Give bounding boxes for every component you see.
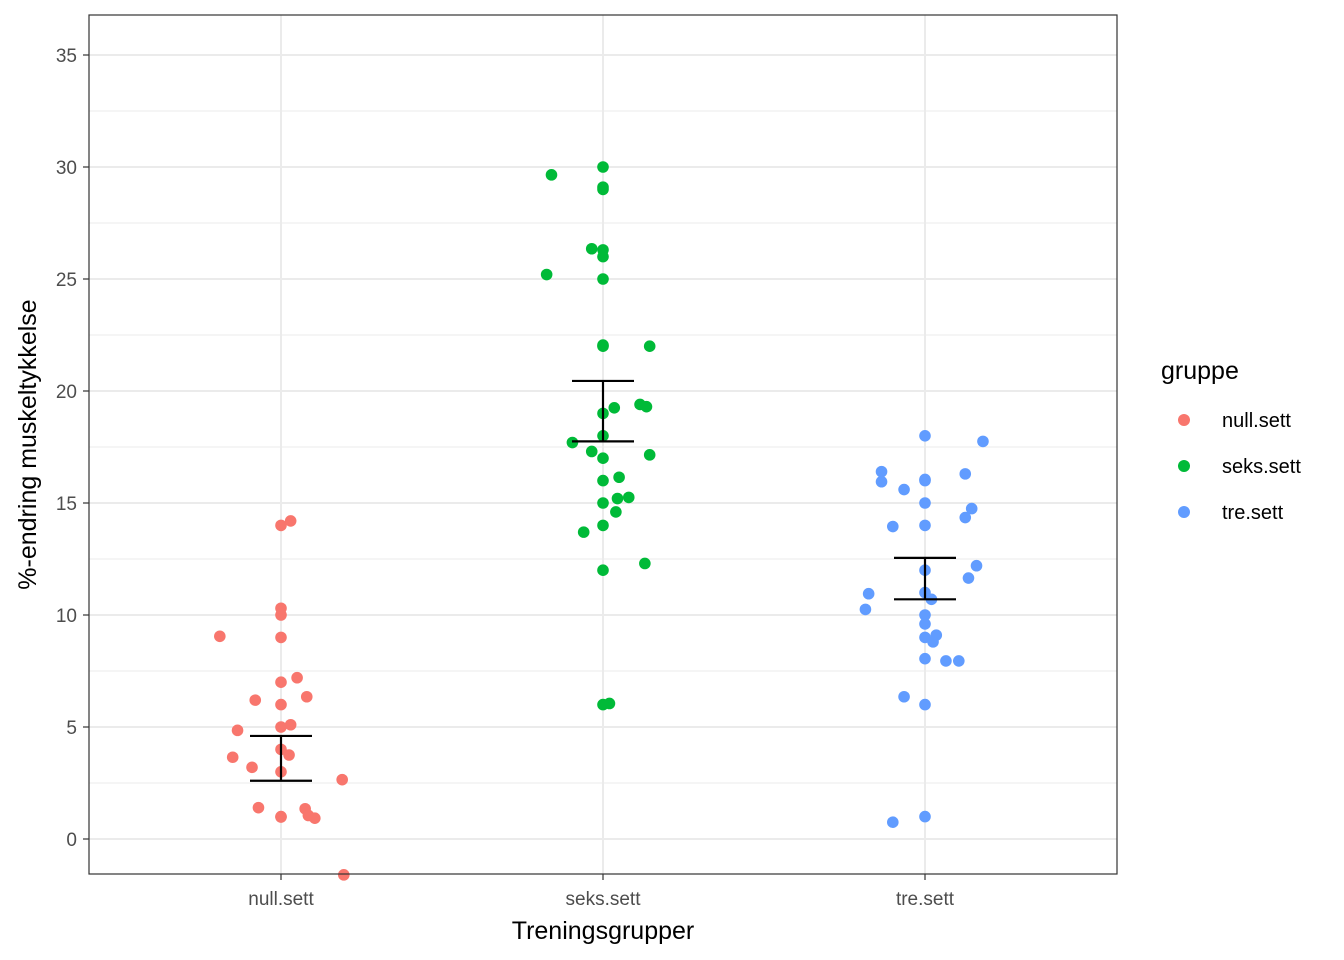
data-point-tre.sett <box>963 572 975 584</box>
data-point-null.sett <box>275 699 287 711</box>
data-point-seks.sett <box>597 497 609 509</box>
data-point-tre.sett <box>876 476 888 488</box>
data-point-tre.sett <box>860 604 872 616</box>
data-point-tre.sett <box>863 588 875 600</box>
data-point-seks.sett <box>613 471 625 483</box>
data-point-seks.sett <box>623 492 635 504</box>
data-point-seks.sett <box>644 449 656 461</box>
data-point-tre.sett <box>919 811 931 823</box>
data-point-seks.sett <box>641 401 653 413</box>
y-tick-label: 30 <box>56 158 77 179</box>
data-point-tre.sett <box>919 430 931 442</box>
data-point-tre.sett <box>977 436 989 448</box>
y-tick-label: 35 <box>56 46 77 67</box>
data-point-seks.sett <box>597 340 609 352</box>
legend-key-tre.sett <box>1178 506 1190 518</box>
data-point-seks.sett <box>610 506 622 518</box>
data-point-tre.sett <box>919 475 931 487</box>
data-point-tre.sett <box>887 816 899 828</box>
data-point-null.sett <box>275 721 287 733</box>
data-point-null.sett <box>338 869 350 881</box>
data-point-tre.sett <box>876 466 888 478</box>
data-point-seks.sett <box>597 564 609 576</box>
data-point-null.sett <box>232 725 244 737</box>
y-tick-label: 15 <box>56 494 77 515</box>
data-point-tre.sett <box>919 653 931 665</box>
data-point-tre.sett <box>953 655 965 667</box>
data-point-tre.sett <box>919 618 931 630</box>
data-point-seks.sett <box>586 243 598 255</box>
data-point-tre.sett <box>898 484 910 496</box>
data-point-null.sett <box>249 694 261 706</box>
data-point-null.sett <box>336 774 348 786</box>
data-point-seks.sett <box>597 699 609 711</box>
legend-label-tre.sett: tre.sett <box>1222 502 1284 524</box>
data-point-tre.sett <box>919 497 931 509</box>
data-point-seks.sett <box>597 161 609 173</box>
y-tick-label: 0 <box>66 830 77 851</box>
y-tick-label: 10 <box>56 606 77 627</box>
data-point-null.sett <box>253 802 265 814</box>
data-point-tre.sett <box>898 691 910 703</box>
legend-label-seks.sett: seks.sett <box>1222 456 1301 478</box>
x-tick-label: tre.sett <box>896 889 955 910</box>
legend-title: gruppe <box>1161 357 1239 385</box>
data-point-null.sett <box>275 609 287 621</box>
data-point-null.sett <box>275 811 287 823</box>
data-point-seks.sett <box>597 475 609 487</box>
data-point-tre.sett <box>971 560 983 572</box>
data-point-seks.sett <box>597 520 609 532</box>
x-axis-title: Treningsgrupper <box>512 917 695 945</box>
data-point-seks.sett <box>597 184 609 196</box>
data-point-null.sett <box>285 719 297 731</box>
data-point-seks.sett <box>567 437 579 449</box>
data-point-null.sett <box>275 632 287 644</box>
data-point-tre.sett <box>919 520 931 532</box>
data-point-null.sett <box>301 691 313 703</box>
data-point-tre.sett <box>959 468 971 480</box>
data-point-seks.sett <box>597 452 609 464</box>
data-point-null.sett <box>227 751 239 763</box>
legend-key-seks.sett <box>1178 460 1190 472</box>
y-axis-title: %-endring muskeltykkelse <box>14 299 42 589</box>
data-point-tre.sett <box>959 512 971 524</box>
data-point-null.sett <box>285 515 297 527</box>
data-point-seks.sett <box>608 402 620 414</box>
data-point-seks.sett <box>586 446 598 458</box>
data-point-null.sett <box>275 676 287 688</box>
data-point-seks.sett <box>597 273 609 285</box>
data-point-null.sett <box>214 630 226 642</box>
data-point-null.sett <box>246 762 258 774</box>
data-point-seks.sett <box>639 558 651 570</box>
y-tick-label: 25 <box>56 270 77 291</box>
data-point-seks.sett <box>541 269 553 281</box>
data-point-tre.sett <box>887 521 899 533</box>
data-point-tre.sett <box>940 655 952 667</box>
y-tick-label: 20 <box>56 382 77 403</box>
data-point-tre.sett <box>919 699 931 711</box>
data-point-seks.sett <box>612 493 624 505</box>
data-point-seks.sett <box>597 251 609 263</box>
data-point-null.sett <box>291 672 303 684</box>
y-tick-label: 5 <box>66 718 77 739</box>
x-tick-label: null.sett <box>248 889 314 910</box>
data-point-seks.sett <box>578 526 590 538</box>
x-tick-label: seks.sett <box>566 889 642 910</box>
data-point-null.sett <box>283 749 295 761</box>
legend-label-null.sett: null.sett <box>1222 410 1291 432</box>
data-point-seks.sett <box>644 340 656 352</box>
data-point-seks.sett <box>546 169 558 181</box>
data-point-tre.sett <box>927 636 939 648</box>
data-point-null.sett <box>309 812 321 824</box>
legend-key-null.sett <box>1178 414 1190 426</box>
